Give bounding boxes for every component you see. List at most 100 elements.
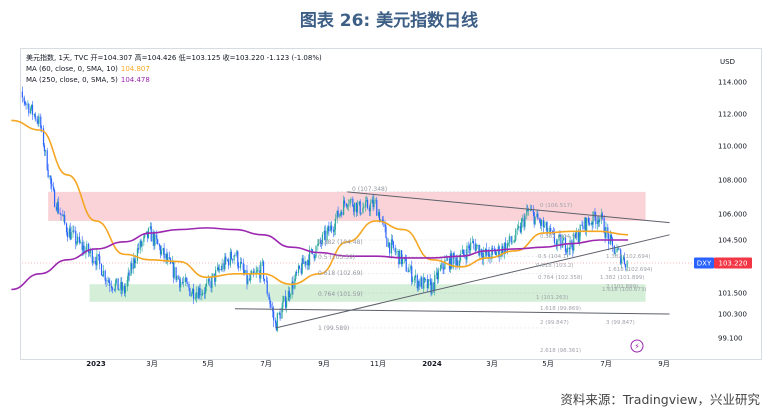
candle-body xyxy=(176,276,178,280)
candle-body xyxy=(207,279,209,284)
candle-body xyxy=(389,242,391,254)
candle-body xyxy=(508,236,510,243)
candle-body xyxy=(469,248,471,251)
y-tick-label: 108.000 xyxy=(718,177,747,185)
candle-body xyxy=(307,260,309,266)
candle-body xyxy=(450,253,452,269)
candle-body xyxy=(204,286,207,294)
candle-body xyxy=(53,186,55,191)
candle-body xyxy=(139,240,141,250)
candle-body xyxy=(279,312,281,319)
candle-body xyxy=(246,270,248,284)
candle-body xyxy=(53,190,56,207)
candle-body xyxy=(549,228,551,233)
x-tick-label: 7月 xyxy=(600,360,611,368)
y-tick-label: 101.500 xyxy=(718,290,747,298)
candle-body xyxy=(156,234,158,240)
candle-body xyxy=(38,116,40,124)
candle-body xyxy=(242,263,244,270)
candle-body xyxy=(608,233,610,245)
candle-body xyxy=(582,225,584,229)
candle-body xyxy=(617,248,619,250)
fib-right-label: 1.618 (100.673) xyxy=(602,287,647,293)
candle-body xyxy=(624,264,626,268)
y-tick-label: 100.300 xyxy=(718,311,747,319)
candle-body xyxy=(332,229,335,232)
candle-body xyxy=(36,119,38,121)
candle-body xyxy=(166,253,168,261)
candle-body xyxy=(455,257,457,266)
candle-body xyxy=(515,229,517,240)
candle-body xyxy=(317,243,319,247)
candle-body xyxy=(326,230,328,241)
candle-body xyxy=(343,200,346,204)
candle-body xyxy=(381,219,383,221)
x-tick-label: 2023 xyxy=(86,360,106,368)
candle-body xyxy=(587,217,590,223)
candle-body xyxy=(198,288,200,299)
candle-body xyxy=(569,240,571,250)
candle-body xyxy=(180,281,182,288)
candle-body xyxy=(169,257,171,259)
candle-body xyxy=(543,225,545,228)
candle-body xyxy=(76,242,78,244)
candle-body xyxy=(66,232,69,238)
fib-right-label: 0.764 (102.358) xyxy=(538,275,583,281)
candle-body xyxy=(157,239,159,245)
candle-body xyxy=(603,217,605,233)
candle-body xyxy=(495,252,498,256)
candle-body xyxy=(330,225,332,232)
candle-body xyxy=(320,243,323,245)
candle-body xyxy=(291,281,293,295)
candle-body xyxy=(494,250,497,256)
candle-body xyxy=(63,215,65,217)
candle-body xyxy=(492,248,494,250)
candle-body xyxy=(379,219,382,222)
candle-body xyxy=(249,278,251,281)
candle-body xyxy=(430,281,432,294)
candle-body xyxy=(395,251,397,253)
candle-body xyxy=(504,242,506,255)
candle-body xyxy=(141,241,143,247)
candle-body xyxy=(158,244,161,247)
candle-body xyxy=(310,249,313,250)
event-marker xyxy=(630,339,644,353)
candle-body xyxy=(417,281,419,289)
y-tick-label: 104.500 xyxy=(718,237,747,245)
candle-body xyxy=(42,128,45,146)
candle-body xyxy=(524,215,526,227)
candle-body xyxy=(590,223,592,225)
candle-body xyxy=(95,261,97,266)
candle-body xyxy=(528,210,530,211)
candle-body xyxy=(511,241,513,243)
candle-body xyxy=(130,263,132,276)
candle-body xyxy=(334,218,336,230)
candle-body xyxy=(436,272,439,280)
candle-body xyxy=(482,255,484,260)
candle-body xyxy=(62,215,64,217)
fib-right-label: 2.618 (98.361) xyxy=(540,348,581,354)
candle-body xyxy=(150,226,152,242)
candle-body xyxy=(457,260,459,266)
candle-body xyxy=(117,278,119,290)
candle-body xyxy=(72,230,74,233)
candle-body xyxy=(378,211,380,216)
candle-body xyxy=(225,256,227,261)
price-badge-label: 103.220 xyxy=(719,260,748,268)
fib-right-label: 2 (101.899) xyxy=(606,284,638,290)
candle-body xyxy=(446,259,448,261)
candle-body xyxy=(96,254,98,266)
candle-body xyxy=(37,120,39,124)
fib-left-label: 0.5 (103.59) xyxy=(318,254,355,261)
candle-body xyxy=(195,292,197,298)
candle-body xyxy=(59,212,61,214)
y-tick-label: 110.000 xyxy=(718,143,747,151)
candle-body xyxy=(610,234,613,239)
candle-body xyxy=(289,294,291,298)
candle-body xyxy=(79,242,81,243)
candle-body xyxy=(366,199,368,201)
candle-body xyxy=(140,240,142,247)
candle-body xyxy=(108,280,110,283)
candle-body xyxy=(268,293,270,300)
candle-body xyxy=(356,204,359,213)
